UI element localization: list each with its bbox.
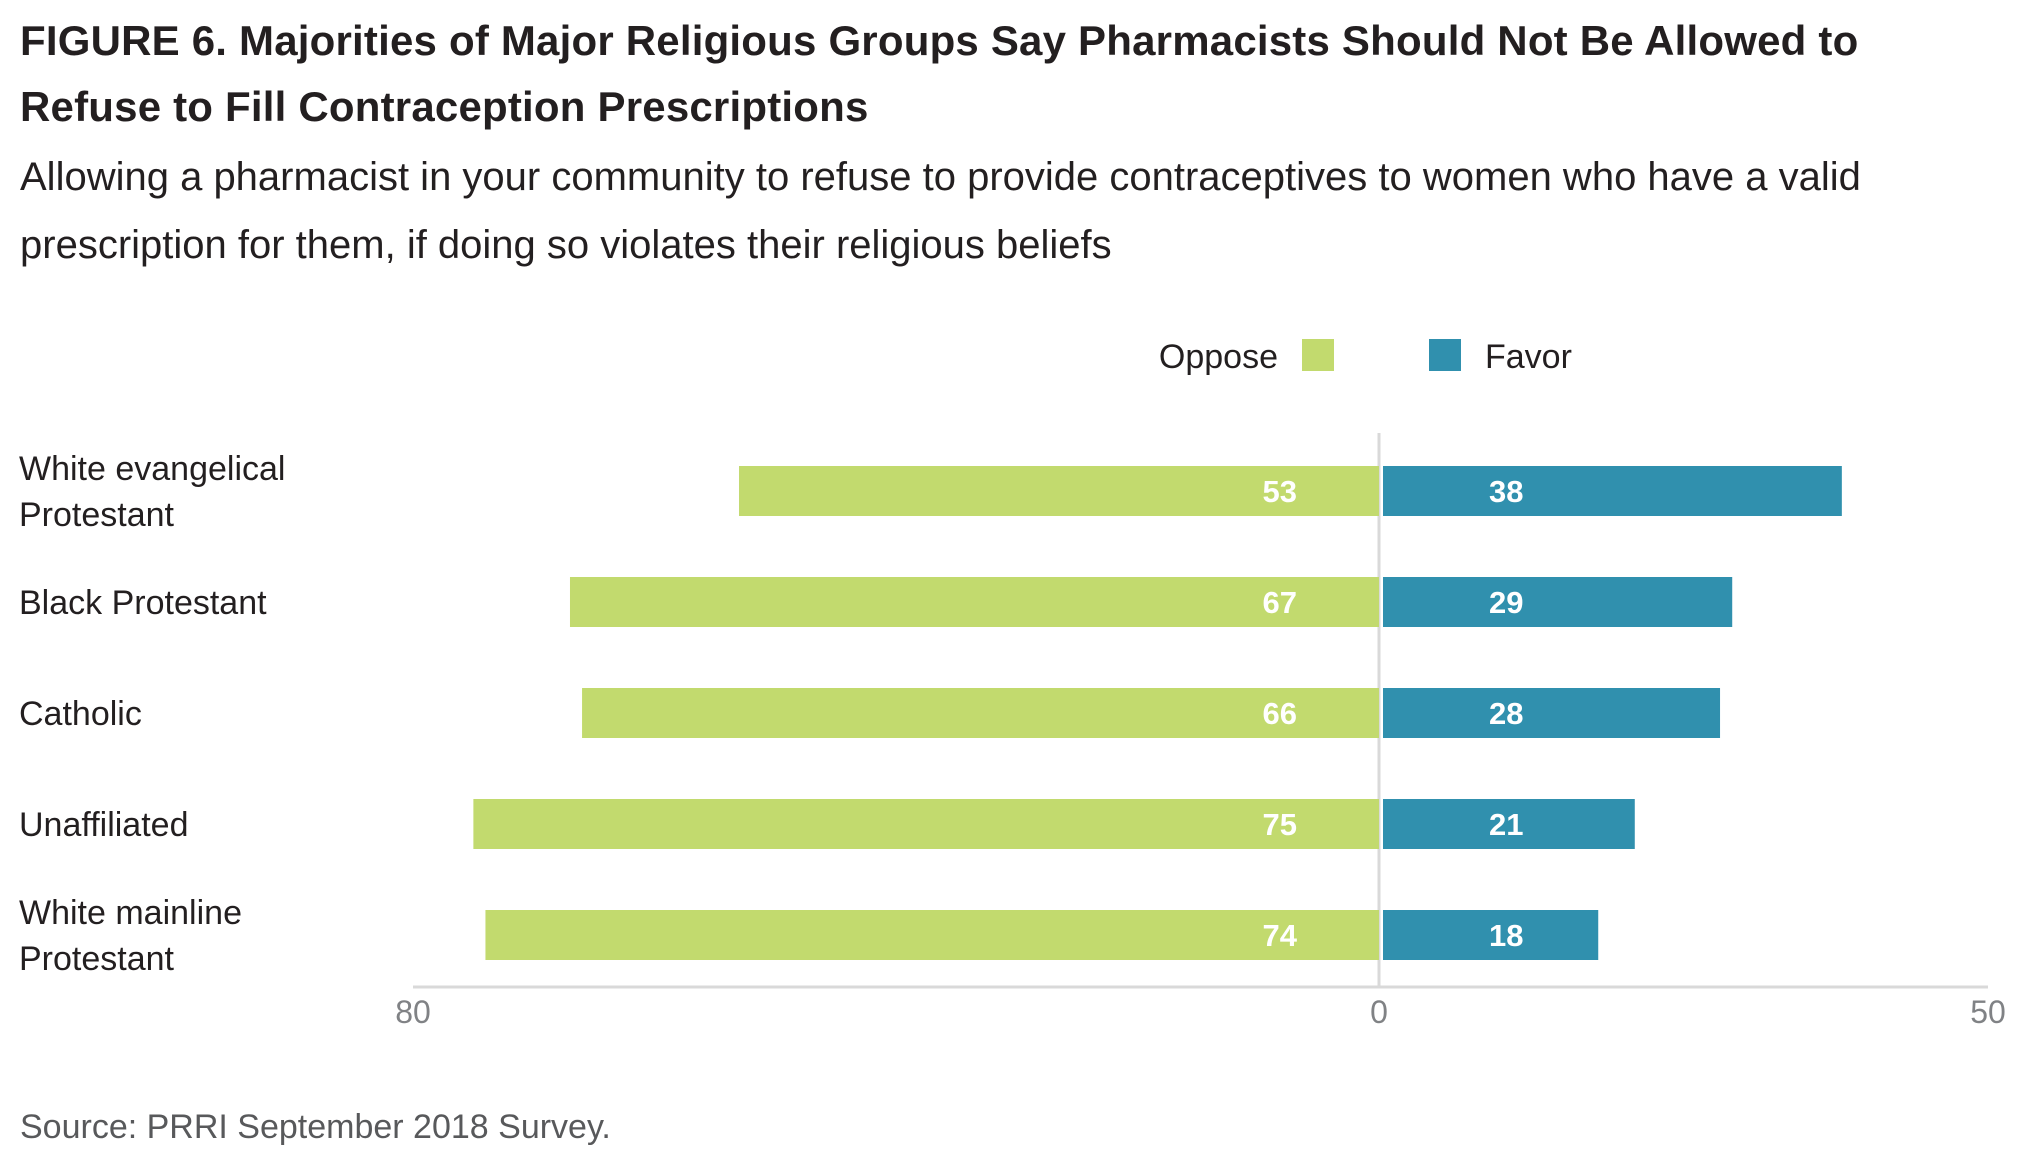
source-note: Source: PRRI September 2018 Survey. bbox=[20, 1108, 611, 1146]
oppose-bar bbox=[473, 799, 1379, 849]
favor-value-label: 18 bbox=[1489, 918, 1523, 953]
x-tick-label: 80 bbox=[395, 994, 431, 1030]
legend: Oppose Favor bbox=[1159, 338, 1572, 376]
favor-value-label: 29 bbox=[1489, 585, 1523, 620]
x-tick-label: 0 bbox=[1370, 994, 1388, 1030]
category-label: Black Protestant bbox=[19, 584, 267, 622]
bar-row: Black Protestant 67 29 bbox=[19, 577, 1733, 627]
oppose-bar bbox=[485, 910, 1379, 960]
category-label-line: White mainline bbox=[19, 894, 242, 932]
category-label-line: White evangelical bbox=[19, 450, 285, 488]
oppose-value-label: 74 bbox=[1263, 918, 1298, 953]
favor-bar bbox=[1383, 799, 1635, 849]
bar-row: White mainline Protestant 74 18 bbox=[19, 894, 1599, 978]
favor-value-label: 38 bbox=[1489, 474, 1523, 509]
legend-swatch-oppose bbox=[1302, 339, 1334, 371]
bar-row: Catholic 66 28 bbox=[19, 688, 1721, 738]
oppose-value-label: 67 bbox=[1263, 585, 1297, 620]
category-label-line: Protestant bbox=[19, 496, 175, 534]
legend-label-favor: Favor bbox=[1485, 338, 1572, 376]
favor-value-label: 28 bbox=[1489, 696, 1523, 731]
legend-swatch-favor bbox=[1429, 339, 1461, 371]
category-label: Catholic bbox=[19, 695, 142, 733]
category-label-line: Catholic bbox=[19, 695, 142, 733]
oppose-value-label: 66 bbox=[1263, 696, 1297, 731]
favor-bar bbox=[1383, 577, 1733, 627]
bar-row: Unaffiliated 75 21 bbox=[19, 799, 1635, 849]
bar-row: White evangelical Protestant 53 38 bbox=[19, 450, 1842, 534]
x-tick-label: 50 bbox=[1970, 994, 2006, 1030]
oppose-value-label: 53 bbox=[1263, 474, 1297, 509]
category-label: White evangelical Protestant bbox=[19, 450, 285, 534]
oppose-bar bbox=[739, 466, 1379, 516]
category-label-line: Black Protestant bbox=[19, 584, 267, 622]
chart-rows: White evangelical Protestant 53 38 Black Pro… bbox=[19, 450, 1842, 978]
oppose-value-label: 75 bbox=[1263, 807, 1297, 842]
favor-bar bbox=[1383, 466, 1842, 516]
category-label: White mainline Protestant bbox=[19, 894, 242, 978]
category-label: Unaffiliated bbox=[19, 806, 189, 844]
favor-bar bbox=[1383, 910, 1599, 960]
chart-title: FIGURE 6. Majorities of Major Religious … bbox=[20, 17, 1859, 130]
oppose-bar bbox=[569, 577, 1379, 627]
category-label-line: Unaffiliated bbox=[19, 806, 189, 844]
oppose-bar bbox=[582, 688, 1379, 738]
legend-label-oppose: Oppose bbox=[1159, 338, 1278, 376]
favor-bar bbox=[1383, 688, 1721, 738]
favor-value-label: 21 bbox=[1489, 807, 1523, 842]
chart-subtitle: Allowing a pharmacist in your community … bbox=[20, 155, 1861, 267]
category-label-line: Protestant bbox=[19, 940, 175, 978]
